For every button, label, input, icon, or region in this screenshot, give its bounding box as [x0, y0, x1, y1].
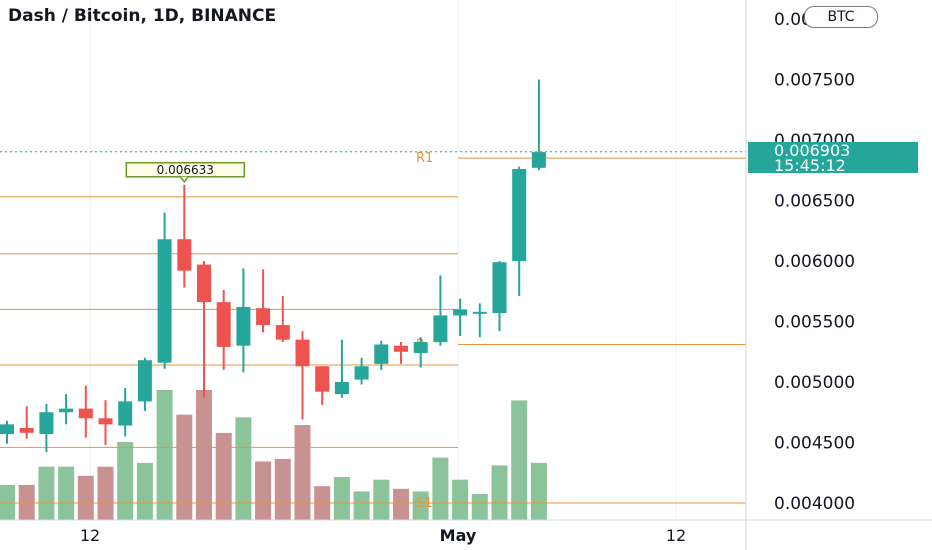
candle-body	[39, 412, 54, 435]
pivot-level-label: S1	[416, 496, 433, 511]
y-tick-label: 0.005500	[774, 313, 855, 333]
high-marker-value: 0.006633	[157, 163, 214, 177]
volume-bar	[294, 425, 311, 520]
candle-body	[531, 152, 546, 168]
candle-body	[236, 306, 251, 346]
candle-body	[216, 302, 231, 347]
volume-bar	[117, 442, 134, 520]
candle-body	[295, 339, 310, 367]
volume-bar	[393, 488, 409, 520]
volume-bar	[530, 462, 547, 520]
candle-body	[394, 345, 408, 352]
candle-body	[19, 427, 34, 433]
candle-body	[78, 408, 93, 419]
volume-bar	[452, 479, 469, 520]
last-price-value: 0.006903	[774, 141, 851, 160]
y-tick-label: 0.006500	[774, 192, 855, 212]
high-marker-pointer	[179, 176, 189, 183]
y-tick-label: 0.007500	[774, 71, 855, 91]
volume-bar	[511, 400, 528, 520]
y-tick-label: 0.006000	[774, 252, 855, 272]
y-tick-label: 0.005000	[774, 373, 855, 393]
x-tick-label: May	[440, 526, 477, 545]
volume-bar	[373, 479, 390, 520]
candle-body	[453, 309, 468, 316]
candle-body	[334, 382, 349, 395]
x-tick-label: 12	[80, 526, 100, 545]
candle-body	[354, 366, 369, 380]
candle-body	[472, 311, 487, 314]
candle-body	[512, 169, 527, 261]
volume-bar	[18, 484, 35, 520]
volume-bar	[38, 466, 55, 520]
y-tick-label: 0.004000	[774, 494, 855, 514]
volume-bar	[235, 417, 252, 520]
volume-bar	[97, 466, 114, 520]
candle-body	[98, 418, 113, 425]
volume-bar	[333, 477, 350, 520]
candle-body	[374, 344, 389, 364]
candle-body	[275, 325, 290, 340]
candle-body	[433, 315, 448, 343]
volume-bar	[274, 458, 291, 520]
candle-body	[315, 366, 330, 392]
volume-bar	[215, 432, 232, 520]
candle-body	[59, 408, 74, 413]
volume-bar	[491, 465, 508, 520]
currency-badge[interactable]: BTC	[804, 6, 878, 28]
candle-body	[137, 360, 152, 402]
pivot-level-label: R1	[416, 151, 433, 166]
volume-bar	[255, 461, 272, 520]
bar-countdown: 15:45:12	[774, 156, 846, 175]
volume-bar	[412, 491, 429, 520]
volume-bar	[156, 390, 173, 520]
candle-body	[177, 239, 192, 271]
volume-bar	[58, 466, 75, 520]
volume-bar	[432, 457, 449, 520]
volume-bar	[471, 494, 488, 520]
volume-bar	[353, 491, 370, 520]
volume-bar	[176, 414, 193, 520]
last-price-tag: 0.006903 15:45:12	[748, 141, 918, 175]
candle-body	[256, 308, 271, 326]
candle-body	[157, 239, 172, 363]
x-tick-label: 12	[666, 526, 686, 545]
volume-bar	[136, 462, 153, 520]
candle-body	[413, 342, 428, 353]
volume-bar	[196, 390, 212, 520]
chart-title: Dash / Bitcoin, 1D, BINANCE	[8, 6, 277, 26]
y-tick-label: 0.004500	[774, 434, 855, 454]
candle-body	[118, 401, 133, 426]
candle-body	[0, 424, 14, 435]
volume-bar	[0, 484, 15, 520]
candle-body	[492, 262, 507, 314]
volume-bar	[77, 475, 94, 520]
candle-body	[197, 264, 211, 303]
